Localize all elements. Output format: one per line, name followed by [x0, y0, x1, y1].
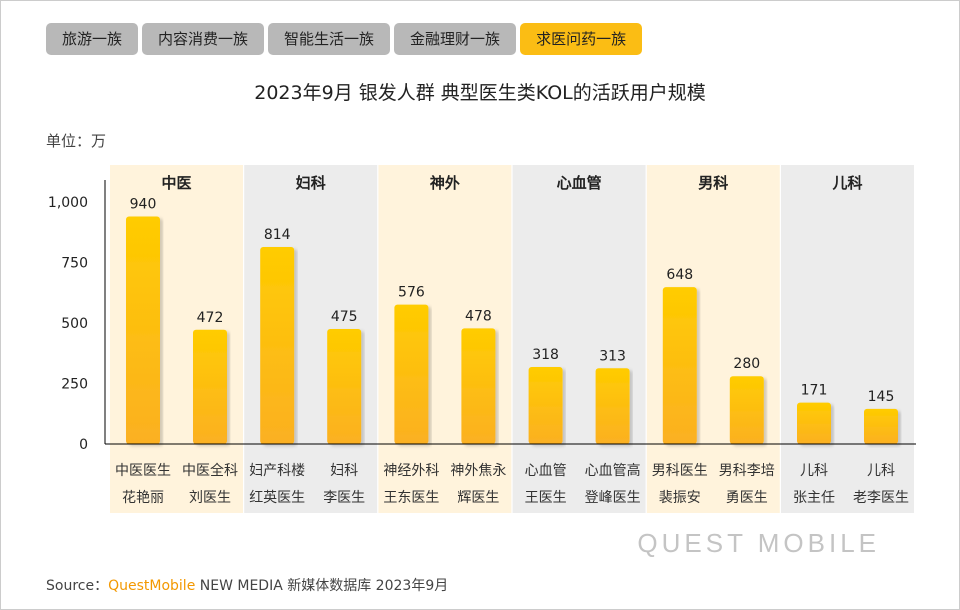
data-label: 576 [398, 285, 425, 301]
tab-travel[interactable]: 旅游一族 [46, 23, 139, 55]
category-label: 勇医生 [726, 490, 768, 506]
source-prefix: Source： [46, 578, 109, 594]
data-label: 475 [331, 309, 358, 325]
category-label: 妇产科楼 [249, 462, 305, 479]
category-label: 刘医生 [189, 490, 231, 506]
group-label: 儿科 [831, 174, 862, 192]
data-label: 940 [130, 197, 157, 213]
y-tick-label: 250 [61, 377, 88, 393]
bar [864, 408, 898, 444]
category-label: 辉医生 [457, 490, 499, 506]
category-label: 儿科 [867, 463, 895, 479]
category-label: 神经外科 [383, 463, 439, 479]
category-label: 男科李培 [719, 463, 775, 479]
group-label: 中医 [161, 174, 191, 192]
category-label: 心血管高 [585, 462, 641, 479]
category-label: 张主任 [793, 490, 835, 506]
category-label: 王东医生 [383, 490, 439, 506]
bar [797, 402, 831, 444]
category-label: 中医全科 [182, 462, 238, 479]
tab-bar: 旅游一族 内容消费一族 智能生活一族 金融理财一族 求医问药一族 [46, 23, 643, 55]
tab-smart-life[interactable]: 智能生活一族 [268, 23, 391, 55]
bar [595, 368, 630, 444]
unit-label: 单位：万 [46, 132, 107, 150]
bar [327, 329, 362, 444]
y-tick-label: 1,000 [48, 195, 88, 211]
y-tick-label: 0 [79, 437, 88, 453]
tab-medical[interactable]: 求医问药一族 [520, 23, 643, 55]
category-label: 中医医生 [115, 463, 171, 479]
bar [461, 328, 496, 444]
chart-title: 2023年9月 银发人群 典型医生类KOL的活跃用户规模 [254, 82, 706, 104]
source-rest: NEW MEDIA 新媒体数据库 2023年9月 [195, 578, 449, 594]
category-label: 妇科 [330, 462, 358, 479]
group-band [781, 165, 914, 513]
source-brand: QuestMobile [108, 578, 196, 594]
category-label: 心血管 [525, 463, 567, 479]
category-label: 登峰医生 [585, 490, 641, 506]
y-tick-label: 750 [61, 256, 88, 272]
source-note: Source：QuestMobile NEW MEDIA 新媒体数据库 2023… [46, 575, 448, 595]
group-label: 心血管 [557, 174, 602, 192]
category-label: 儿科 [800, 463, 828, 479]
data-label: 814 [264, 227, 291, 243]
watermark: QUEST MOBILE [637, 528, 880, 558]
data-label: 145 [868, 389, 895, 405]
group-label: 男科 [698, 174, 728, 192]
category-label: 老李医生 [853, 490, 909, 506]
group-label: 神外 [430, 174, 460, 192]
bar [260, 247, 295, 444]
category-label: 男科医生 [652, 463, 708, 479]
bar [193, 329, 227, 444]
data-label: 472 [197, 310, 224, 326]
category-label: 李医生 [323, 490, 365, 506]
data-label: 478 [465, 308, 492, 324]
group-band [512, 165, 646, 513]
bar [126, 216, 160, 444]
data-label: 318 [532, 347, 559, 363]
tab-content[interactable]: 内容消费一族 [142, 23, 265, 55]
bar [394, 304, 429, 444]
category-label: 花艳丽 [122, 490, 164, 506]
category-label: 裴振安 [659, 490, 701, 506]
data-label: 171 [801, 383, 828, 399]
data-label: 280 [733, 356, 760, 372]
bar [662, 287, 697, 444]
data-label: 648 [666, 267, 693, 283]
tab-finance[interactable]: 金融理财一族 [394, 23, 517, 55]
bar [528, 367, 563, 444]
group-label: 妇科 [295, 174, 326, 192]
category-label: 红英医生 [249, 489, 305, 506]
data-label: 313 [599, 348, 626, 364]
bar [729, 376, 764, 444]
category-label: 王医生 [525, 490, 567, 506]
category-label: 神外焦永 [450, 463, 506, 479]
y-tick-label: 500 [61, 316, 88, 332]
